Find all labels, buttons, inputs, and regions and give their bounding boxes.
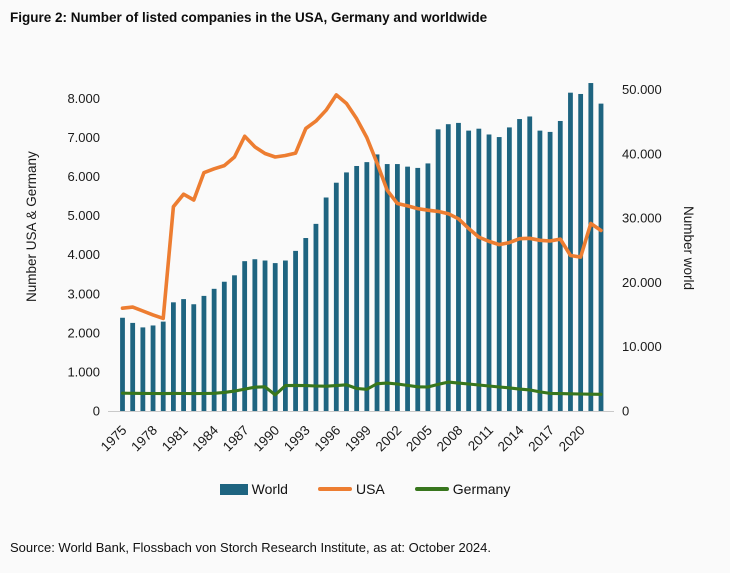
bar-1992 (293, 250, 298, 411)
bar-1984 (211, 288, 217, 411)
bar-2013 (506, 127, 512, 411)
left-tick-label: 5.000 (67, 208, 100, 223)
left-tick-label: 2.000 (67, 325, 100, 340)
x-tick-label: 2008 (434, 423, 466, 455)
x-tick-label: 1981 (159, 423, 191, 455)
x-tick-label: 1996 (312, 423, 344, 455)
left-tick-label: 0 (93, 404, 100, 419)
legend-item-world: World (219, 481, 288, 497)
right-tick-label: 0 (622, 404, 629, 419)
figure-title: Figure 2: Number of listed companies in … (10, 10, 488, 25)
bar-2011 (486, 134, 492, 412)
x-tick-label: 1975 (98, 423, 130, 455)
x-tick-label: 2011 (465, 423, 496, 454)
bar-1981 (181, 299, 186, 411)
x-tick-label: 1999 (342, 423, 374, 455)
bar-2007 (445, 124, 451, 411)
bar-1987 (242, 261, 248, 411)
bar-1995 (323, 197, 329, 411)
bar-2015 (527, 116, 533, 411)
legend-label-germany: Germany (452, 481, 511, 497)
bar-2000 (374, 154, 380, 412)
bar-1999 (364, 162, 370, 411)
left-tick-label: 3.000 (67, 286, 100, 301)
bar-2018 (557, 120, 563, 411)
right-tick-label: 20.000 (622, 275, 662, 290)
legend-label-usa: USA (355, 481, 385, 497)
bar-2009 (466, 130, 472, 411)
bar-2012 (496, 137, 502, 411)
chart-plot: 0 1.000 2.000 3.000 4.000 5.000 6.000 7.000 8.00… (67, 82, 662, 454)
x-tick-label: 1993 (281, 423, 313, 455)
x-tick-label: 1987 (220, 423, 252, 455)
line-series-germany (120, 380, 603, 397)
x-tick-label: 2002 (373, 423, 405, 455)
x-tick-label: 1990 (250, 423, 282, 455)
bar-1993 (303, 238, 309, 411)
right-axis-ticks: 0 10.000 20.000 30.000 40.000 50.000 (622, 82, 662, 419)
bar-1979 (160, 321, 166, 411)
right-tick-label: 30.000 (622, 211, 662, 226)
bar-2006 (435, 129, 441, 411)
world-bar-swatch-icon (219, 483, 248, 495)
bar-1975 (120, 317, 125, 411)
bar-1978 (150, 325, 156, 411)
bar-2022 (598, 103, 604, 412)
bar-2008 (456, 122, 461, 411)
x-axis-ticks: 1975197819811984198719901993199619992002… (98, 422, 588, 454)
bar-1985 (221, 281, 227, 411)
x-tick-label: 2020 (556, 423, 588, 455)
bar-1994 (313, 223, 319, 411)
bar-2014 (517, 119, 522, 412)
left-axis-ticks: 0 1.000 2.000 3.000 4.000 5.000 6.000 7.000 8.00… (67, 91, 100, 419)
bar-2001 (384, 164, 390, 411)
bar-1990 (272, 263, 278, 411)
bar-1988 (252, 259, 258, 411)
left-tick-label: 7.000 (67, 130, 100, 145)
left-tick-label: 1.000 (67, 364, 100, 379)
legend: World USA Germany (0, 481, 730, 497)
legend-label-world: World (251, 481, 288, 497)
bar-1982 (191, 304, 197, 411)
bar-2002 (394, 164, 400, 411)
germany-line-swatch-icon (414, 487, 449, 491)
bar-2019 (568, 92, 573, 412)
bar-1989 (262, 260, 268, 411)
bar-2003 (405, 166, 410, 411)
x-tick-label: 2005 (403, 423, 435, 455)
bar-2021 (588, 83, 594, 411)
bar-2004 (415, 167, 421, 411)
bar-1991 (283, 260, 288, 411)
bar-1976 (130, 322, 136, 411)
right-tick-label: 50.000 (622, 82, 662, 97)
bar-2016 (537, 130, 543, 411)
source-note: Source: World Bank, Flossbach von Storch… (10, 540, 491, 555)
right-tick-label: 40.000 (622, 146, 662, 161)
x-tick-label: 2014 (495, 422, 527, 454)
left-tick-label: 8.000 (67, 91, 100, 106)
bar-2005 (425, 163, 431, 411)
usa-line-swatch-icon (317, 487, 352, 491)
bar-1986 (232, 275, 237, 411)
bar-2017 (547, 131, 553, 411)
bar-1996 (333, 182, 339, 411)
x-tick-label: 1978 (128, 423, 160, 455)
line-series-usa (120, 93, 603, 321)
bar-1998 (354, 165, 360, 411)
legend-item-usa: USA (317, 481, 385, 497)
x-tick-label: 1984 (189, 422, 221, 454)
bar-series-world (120, 83, 604, 412)
right-axis-title: Number world (681, 205, 696, 291)
bar-1983 (201, 295, 207, 411)
bar-1997 (344, 172, 349, 411)
x-tick-label: 2017 (525, 423, 557, 455)
left-tick-label: 4.000 (67, 247, 100, 262)
bar-1977 (140, 327, 146, 411)
bar-1980 (171, 302, 176, 411)
left-tick-label: 6.000 (67, 169, 100, 184)
bar-2010 (476, 128, 482, 411)
legend-item-germany: Germany (414, 481, 511, 497)
right-tick-label: 10.000 (622, 339, 662, 354)
